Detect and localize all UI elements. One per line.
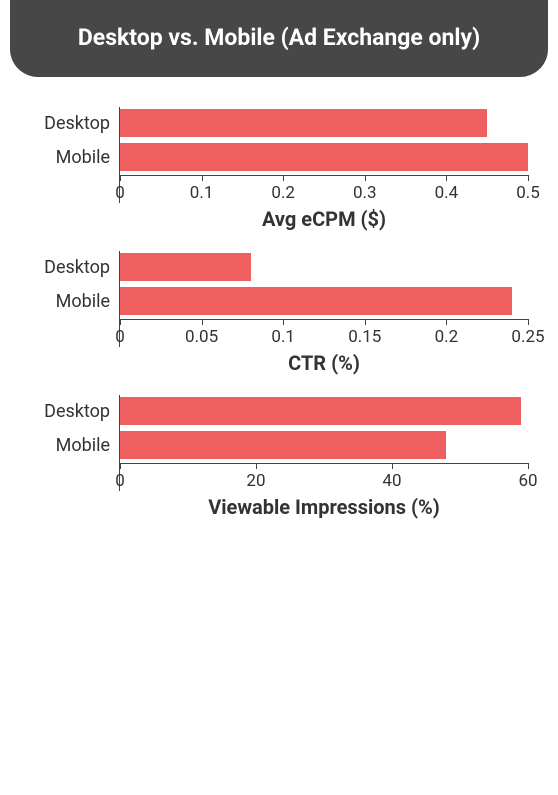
page: Desktop vs. Mobile (Ad Exchange only) De… — [0, 0, 558, 795]
bar-row: Desktop — [30, 107, 528, 139]
bar — [120, 431, 446, 459]
x-tick-label: 0.15 — [348, 327, 381, 347]
x-tick-label: 0.3 — [353, 183, 377, 203]
x-tick — [528, 319, 529, 325]
x-axis-line — [120, 463, 528, 464]
x-axis-line — [120, 319, 528, 320]
bar-row: Desktop — [30, 251, 528, 283]
x-tick-label: 40 — [382, 471, 401, 491]
bar — [120, 287, 512, 315]
x-tick-label: 0.05 — [185, 327, 218, 347]
x-tick-label: 20 — [246, 471, 265, 491]
x-tick — [120, 175, 121, 181]
axis-pad — [30, 319, 120, 347]
bar — [120, 397, 521, 425]
chart-plot: Desktop Mobile — [30, 107, 528, 173]
bar — [120, 109, 487, 137]
x-tick — [446, 175, 447, 181]
page-title: Desktop vs. Mobile (Ad Exchange only) — [30, 24, 528, 51]
category-label: Mobile — [30, 435, 120, 456]
x-tick-label: 0 — [115, 327, 125, 347]
x-tick — [365, 175, 366, 181]
category-label: Mobile — [30, 147, 120, 168]
x-axis-line — [120, 175, 528, 176]
category-label: Mobile — [30, 291, 120, 312]
x-axis-track: 0204060 — [120, 463, 528, 491]
category-label: Desktop — [30, 401, 120, 422]
x-tick — [202, 175, 203, 181]
x-axis: 00.10.20.30.40.5 — [30, 175, 528, 203]
x-tick — [120, 319, 121, 325]
x-tick-label: 0.1 — [190, 183, 214, 203]
page-header: Desktop vs. Mobile (Ad Exchange only) — [10, 0, 548, 77]
charts-container: Desktop Mobile 0 0.1 0.2 0.3 0.4 0.5 Avg eCPM ($… — [0, 77, 558, 549]
chart: DesktopMobile00.050.10.150.20.25CTR (%) — [30, 251, 528, 375]
bar — [120, 143, 528, 171]
x-tick-label: 60 — [518, 471, 537, 491]
chart: DesktopMobile00.10.20.30.40.5Avg eCPM ($… — [30, 107, 528, 231]
bar-track — [120, 141, 528, 173]
x-axis-track: 00.10.20.30.40.5 — [120, 175, 528, 203]
category-label: Desktop — [30, 113, 120, 134]
bar — [120, 253, 251, 281]
x-tick — [120, 463, 121, 469]
bar-track — [120, 107, 528, 139]
chart: DesktopMobile0204060Viewable Impressions… — [30, 395, 528, 519]
x-tick — [392, 463, 393, 469]
bar-track — [120, 285, 528, 317]
category-label: Desktop — [30, 257, 120, 278]
x-tick — [528, 463, 529, 469]
x-axis-title: Viewable Impressions (%) — [30, 495, 528, 519]
bar-row: Mobile — [30, 429, 528, 461]
x-axis-track: 00.050.10.150.20.25 — [120, 319, 528, 347]
x-tick — [528, 175, 529, 181]
x-tick-label: 0.4 — [435, 183, 459, 203]
x-tick-label: 0.2 — [435, 327, 459, 347]
x-axis-title: CTR (%) — [30, 351, 528, 375]
x-tick-label: 0.2 — [271, 183, 295, 203]
x-tick — [365, 319, 366, 325]
bar-track — [120, 395, 528, 427]
bar-track — [120, 429, 528, 461]
x-tick — [256, 463, 257, 469]
x-tick-label: 0.5 — [516, 183, 540, 203]
x-tick-label: 0 — [115, 471, 125, 491]
x-tick-label: 0.25 — [511, 327, 544, 347]
axis-pad — [30, 175, 120, 203]
bar-track — [120, 251, 528, 283]
x-tick — [202, 319, 203, 325]
chart-plot: Desktop Mobile — [30, 395, 528, 461]
x-tick — [283, 319, 284, 325]
x-tick-label: 0 — [115, 183, 125, 203]
x-axis: 00.050.10.150.20.25 — [30, 319, 528, 347]
bar-row: Desktop — [30, 395, 528, 427]
chart-plot: Desktop Mobile — [30, 251, 528, 317]
x-axis-title: Avg eCPM ($) — [30, 207, 528, 231]
x-tick-label: 0.1 — [271, 327, 295, 347]
x-tick — [446, 319, 447, 325]
axis-pad — [30, 463, 120, 491]
x-tick — [283, 175, 284, 181]
bar-row: Mobile — [30, 141, 528, 173]
x-axis: 0204060 — [30, 463, 528, 491]
bar-row: Mobile — [30, 285, 528, 317]
